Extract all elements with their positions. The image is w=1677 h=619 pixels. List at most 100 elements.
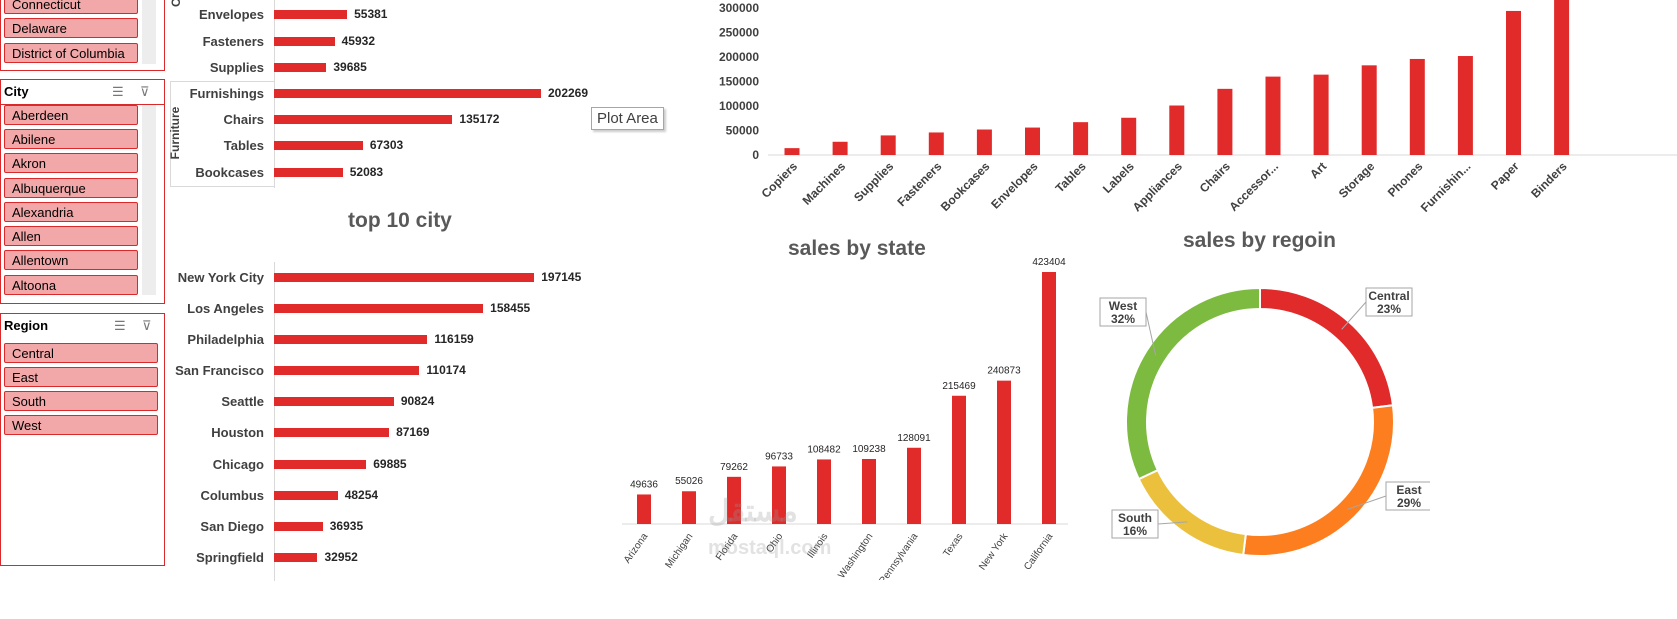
bar-texas[interactable] bbox=[952, 395, 966, 524]
donut-slice-west[interactable] bbox=[1125, 286, 1261, 481]
slicer-item-allentown[interactable]: Allentown bbox=[4, 250, 138, 270]
bar-arizona[interactable] bbox=[637, 494, 651, 524]
column-storage[interactable] bbox=[1361, 65, 1377, 155]
column-bookcases[interactable] bbox=[976, 129, 992, 155]
slicer-item-district-of-columbia[interactable]: District of Columbia bbox=[4, 43, 138, 63]
column-copiers[interactable] bbox=[784, 148, 800, 155]
column-envelopes[interactable] bbox=[1025, 127, 1040, 155]
data-label-bookcases: 52083 bbox=[349, 165, 384, 179]
category-label-seattle: Seattle bbox=[221, 394, 264, 409]
sales-by-state-chart: 49636 Arizona 55026 Michigan 79262 Florida 967… bbox=[600, 250, 1080, 586]
column-fasteners[interactable] bbox=[928, 132, 944, 155]
clear-filter-icon[interactable]: ⊽ bbox=[142, 318, 152, 333]
data-callout-central bbox=[1365, 287, 1413, 317]
state-chart-svg: 49636Arizona55026Michigan79262Florida967… bbox=[622, 257, 1068, 586]
bar-tables[interactable] bbox=[274, 141, 363, 150]
slicer-item-connecticut[interactable]: Connecticut bbox=[4, 0, 138, 14]
bar-california[interactable] bbox=[1042, 272, 1056, 524]
slicer-item-akron[interactable]: Akron bbox=[4, 153, 138, 173]
clear-filter-icon[interactable]: ⊽ bbox=[140, 84, 150, 99]
city-slicer-scrollbar[interactable] bbox=[142, 105, 156, 295]
column-furnishings[interactable] bbox=[1457, 56, 1473, 155]
bar-chicago[interactable] bbox=[274, 460, 367, 469]
column-chairs[interactable] bbox=[1217, 88, 1233, 155]
column-accessories[interactable] bbox=[1265, 76, 1281, 155]
slicer-item-albuquerque[interactable]: Albuquerque bbox=[4, 178, 138, 198]
bar-san-francisco[interactable] bbox=[274, 366, 420, 375]
slicer-item-west[interactable]: West bbox=[4, 415, 158, 435]
bar-pennsylvania[interactable] bbox=[907, 447, 921, 524]
column-labels[interactable] bbox=[1121, 117, 1137, 155]
bar-supplies[interactable] bbox=[274, 63, 327, 72]
region-slicer: Region ☰ ⊽ Central East South West bbox=[0, 313, 165, 566]
multi-select-icon[interactable]: ☰ bbox=[114, 318, 126, 333]
slicer-item-abilene[interactable]: Abilene bbox=[4, 129, 138, 149]
slice-percent-west: 32% bbox=[1111, 312, 1135, 326]
x-tick-label-appliances: Appliances bbox=[1130, 159, 1185, 214]
x-tick-label-washington: Washington bbox=[836, 531, 875, 580]
slicer-item-altoona[interactable]: Altoona bbox=[4, 275, 138, 295]
bar-new-york[interactable] bbox=[997, 380, 1011, 524]
data-callout-east bbox=[1385, 481, 1433, 511]
column-supplies[interactable] bbox=[880, 135, 896, 155]
data-label-washington: 109238 bbox=[852, 444, 886, 455]
leader-line-east bbox=[1347, 495, 1387, 510]
bar-philadelphia[interactable] bbox=[274, 335, 428, 344]
x-tick-label-art: Art bbox=[1307, 159, 1329, 181]
slicer-item-south[interactable]: South bbox=[4, 391, 158, 411]
bar-houston[interactable] bbox=[274, 428, 390, 437]
slicer-item-allen[interactable]: Allen bbox=[4, 226, 138, 246]
category-label-new-york-city: New York City bbox=[177, 270, 264, 285]
slicer-item-aberdeen[interactable]: Aberdeen bbox=[4, 105, 138, 125]
column-binders[interactable] bbox=[1554, 0, 1570, 155]
data-label-san-francisco: 110174 bbox=[426, 363, 466, 377]
bar-florida[interactable] bbox=[727, 476, 741, 524]
bar-seattle[interactable] bbox=[274, 397, 394, 406]
category-label-san-diego: San Diego bbox=[200, 519, 264, 534]
leader-line-central bbox=[1341, 301, 1367, 330]
slicer-item-central[interactable]: Central bbox=[4, 343, 158, 363]
x-tick-label-fasteners: Fasteners bbox=[894, 159, 944, 209]
data-label-california: 423404 bbox=[1032, 257, 1066, 268]
donut-slice-east[interactable] bbox=[1242, 404, 1395, 557]
bar-springfield[interactable] bbox=[274, 553, 318, 562]
bar-san-diego[interactable] bbox=[274, 522, 323, 531]
slicer-item-east[interactable]: East bbox=[4, 367, 158, 387]
bar-michigan[interactable] bbox=[682, 491, 696, 524]
bar-bookcases[interactable] bbox=[274, 168, 343, 177]
data-label-springfield: 32952 bbox=[324, 550, 358, 564]
x-tick-label-copiers: Copiers bbox=[759, 159, 801, 201]
bar-columbus[interactable] bbox=[274, 491, 338, 500]
data-label-philadelphia: 116159 bbox=[434, 332, 474, 346]
slicer-item-alexandria[interactable]: Alexandria bbox=[4, 202, 138, 222]
data-label-chairs: 135172 bbox=[459, 112, 500, 126]
bar-furnishings[interactable] bbox=[274, 89, 541, 98]
state-slicer-scrollbar[interactable] bbox=[142, 0, 156, 64]
slice-percent-east: 29% bbox=[1397, 496, 1421, 510]
column-appliances[interactable] bbox=[1169, 105, 1185, 155]
data-label-furnishings: 202269 bbox=[547, 86, 589, 100]
bar-new-york-city[interactable] bbox=[274, 273, 535, 282]
bar-chairs[interactable] bbox=[274, 115, 453, 124]
watermark-url: mostaql.com bbox=[708, 537, 832, 559]
bar-washington[interactable] bbox=[862, 458, 876, 524]
category-label-supplies: Supplies bbox=[209, 60, 264, 75]
column-machines[interactable] bbox=[832, 141, 848, 155]
bar-los-angeles[interactable] bbox=[274, 304, 484, 313]
column-tables[interactable] bbox=[1073, 122, 1089, 155]
data-label-texas: 215469 bbox=[942, 381, 976, 392]
data-label-houston: 87169 bbox=[396, 425, 430, 439]
data-label-los-angeles: 158455 bbox=[490, 301, 531, 315]
bar-envelopes[interactable] bbox=[274, 10, 348, 19]
slicer-item-delaware[interactable]: Delaware bbox=[4, 18, 138, 38]
column-art[interactable] bbox=[1313, 74, 1329, 155]
multi-select-icon[interactable]: ☰ bbox=[112, 84, 124, 99]
bar-fasteners[interactable] bbox=[274, 37, 335, 46]
x-tick-label-paper: Paper bbox=[1488, 159, 1522, 193]
bar-illinois[interactable] bbox=[817, 459, 831, 524]
bar-ohio[interactable] bbox=[772, 466, 786, 524]
column-paper[interactable] bbox=[1506, 10, 1521, 155]
category-label-houston: Houston bbox=[211, 425, 264, 440]
column-phones[interactable] bbox=[1409, 58, 1425, 155]
